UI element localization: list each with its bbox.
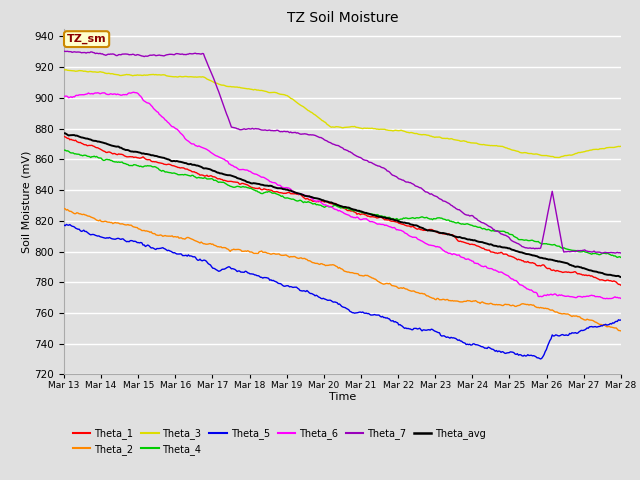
X-axis label: Time: Time — [329, 392, 356, 402]
Y-axis label: Soil Moisture (mV): Soil Moisture (mV) — [22, 150, 32, 253]
Legend: Theta_1, Theta_2, Theta_3, Theta_4, Theta_5, Theta_6, Theta_7, Theta_avg: Theta_1, Theta_2, Theta_3, Theta_4, Thet… — [69, 424, 490, 459]
Title: TZ Soil Moisture: TZ Soil Moisture — [287, 11, 398, 25]
Text: TZ_sm: TZ_sm — [67, 34, 106, 44]
